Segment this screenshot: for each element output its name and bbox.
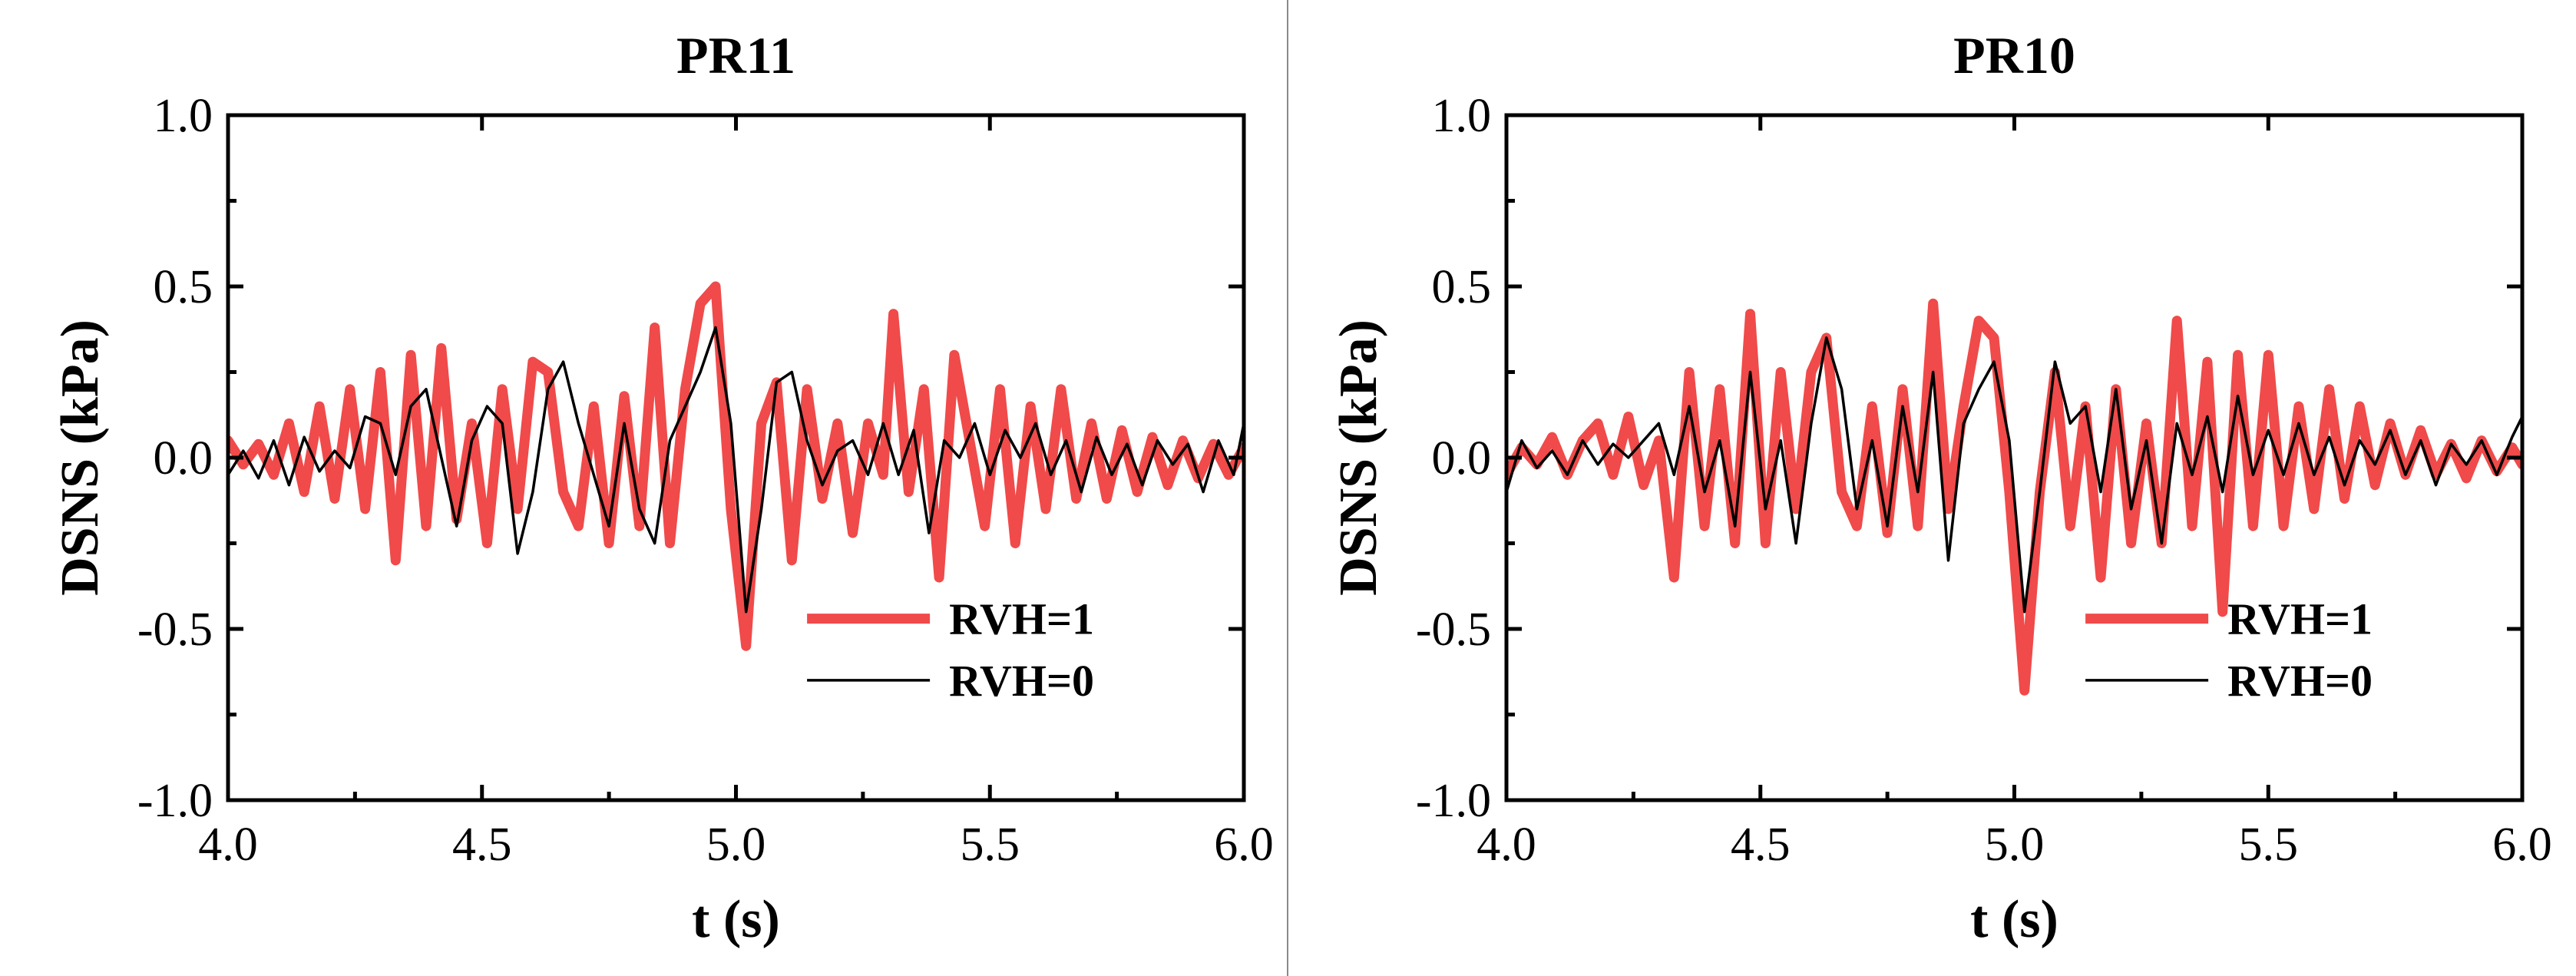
series-line-rvh-1: [1506, 298, 2522, 696]
series-line-rvh-1: [228, 281, 1244, 651]
x-tick-label: 4.5: [1731, 819, 1791, 871]
y-tick-label: -0.5: [1416, 604, 1491, 656]
x-tick-label: 5.0: [1985, 819, 2045, 871]
series-line-rvh-0: [1506, 336, 2522, 614]
x-tick-label: 4.5: [452, 819, 512, 871]
x-tick-label: 5.0: [706, 819, 766, 871]
y-tick-label: 0.0: [1432, 432, 1492, 485]
y-axis-label: DSNS (kPa): [1329, 319, 1388, 596]
x-axis-label: t (s): [692, 890, 780, 949]
y-tick-label: 0.5: [154, 261, 213, 313]
chart-panel-pr11: PR11 4.0 4.5 5.0 5.5 6.0 1.0 0.5 0.0 -0.5 -1.0 t (s…: [51, 26, 1274, 949]
legend-label-rvh-1: RVH=1: [949, 594, 1094, 644]
legend-label-rvh-0: RVH=0: [949, 656, 1094, 706]
chart-panel-pr10: PR10 4.0 4.5 5.0 5.5 6.0 1.0 0.5 0.0 -0.5 -1.0 t (s…: [1329, 26, 2552, 949]
x-tick-label: 6.0: [1214, 819, 1274, 871]
x-tick-label: 6.0: [2492, 819, 2552, 871]
x-axis-label: t (s): [1970, 890, 2058, 949]
x-tick-label: 4.0: [198, 819, 258, 871]
series-line-rvh-0: [228, 326, 1244, 614]
y-tick-label: 0.0: [154, 432, 213, 485]
legend-label-rvh-1: RVH=1: [2227, 594, 2373, 644]
chart-title: PR10: [1953, 26, 2075, 84]
y-tick-label: -1.0: [137, 775, 213, 827]
y-axis-label: DSNS (kPa): [51, 319, 110, 596]
chart-title: PR11: [676, 26, 795, 84]
y-tick-label: 0.5: [1432, 261, 1492, 313]
y-tick-label: -0.5: [137, 604, 213, 656]
x-tick-label: 5.5: [961, 819, 1020, 871]
y-tick-label: 1.0: [154, 90, 213, 142]
y-tick-label: 1.0: [1432, 90, 1492, 142]
legend-label-rvh-0: RVH=0: [2227, 656, 2373, 706]
x-tick-label: 5.5: [2239, 819, 2299, 871]
y-tick-label: -1.0: [1416, 775, 1491, 827]
x-tick-label: 4.0: [1476, 819, 1536, 871]
